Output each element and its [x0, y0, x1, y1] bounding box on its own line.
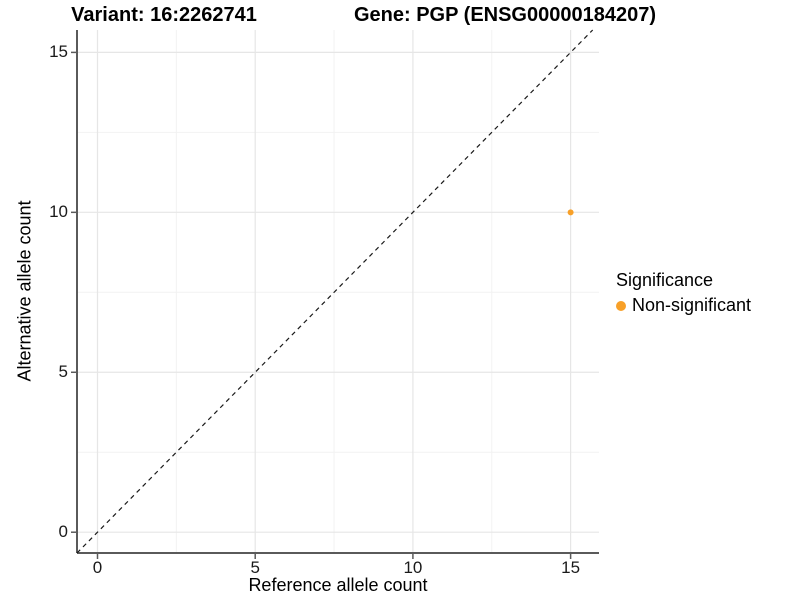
legend-title: Significance	[616, 270, 714, 290]
x-axis-title: Reference allele count	[248, 575, 428, 595]
plot-canvas	[71, 29, 599, 559]
y-tick-label: 0	[58, 522, 68, 542]
legend-marker-dot-icon	[616, 300, 626, 311]
y-axis-title: Alternative allele count	[14, 200, 35, 382]
x-tick-label: 0	[92, 558, 103, 577]
gene-title: Gene: PGP (ENSG00000184207)	[353, 4, 657, 26]
legend-entry-label: Non-significant	[632, 295, 752, 315]
data-point	[567, 209, 574, 216]
plot-panel	[71, 29, 599, 559]
y-tick-label: 5	[58, 362, 68, 382]
legend: Significance Non-significant	[616, 270, 751, 316]
legend-entry-non-significant: Non-significant	[616, 295, 751, 316]
x-tick-label: 10	[403, 558, 423, 577]
variant-title: Variant: 16:2262741	[71, 4, 257, 26]
y-tick-label: 15	[49, 42, 68, 62]
x-tick-label: 5	[250, 558, 260, 577]
x-tick-label: 15	[561, 558, 581, 577]
y-tick-label: 10	[49, 202, 68, 222]
identity-dashed-line	[76, 29, 594, 554]
